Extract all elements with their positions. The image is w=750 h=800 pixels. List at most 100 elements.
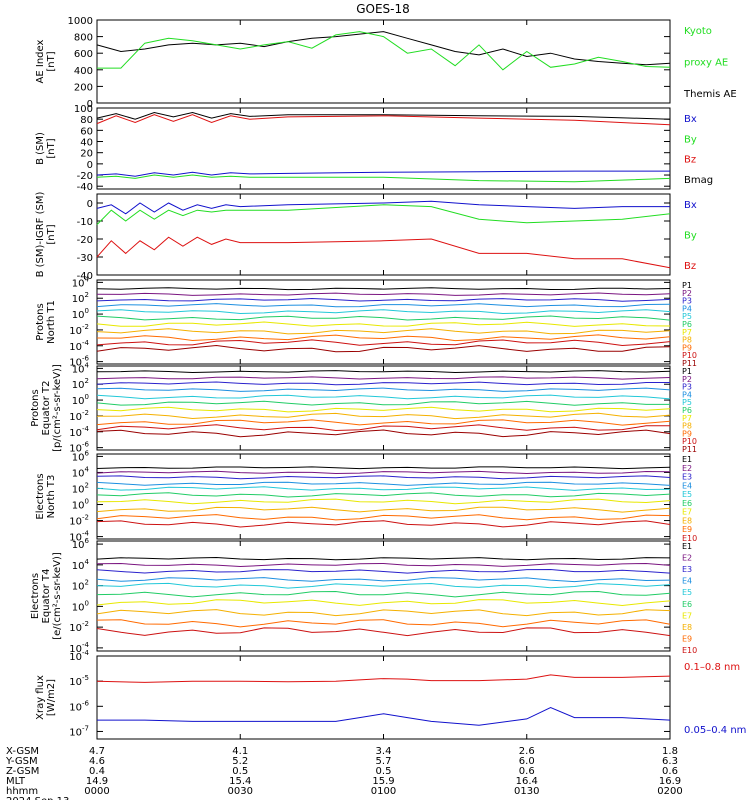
legend-item: P10: [682, 351, 697, 360]
y-tick-label: 10-4: [69, 425, 89, 439]
legend-item: E9: [682, 525, 692, 534]
series-line: [96, 114, 671, 126]
legend: 0.1–0.8 nm 0.05–0.4 nm: [684, 662, 746, 736]
legend-item: P11: [682, 445, 697, 454]
legend-item: Bx: [684, 200, 697, 211]
y-axis-label-line: [nT]: [46, 224, 57, 244]
legend-item: E5: [682, 588, 692, 597]
series-line: [96, 609, 671, 617]
series-line: [96, 339, 671, 347]
legend: Bx By Bz Bmag: [684, 114, 713, 186]
y-axis-label-line: North T3: [46, 475, 57, 519]
y-axis-label-line: [nT]: [46, 138, 57, 158]
series-line: [96, 419, 671, 426]
series-line: [96, 394, 671, 400]
legend-item: By: [684, 231, 697, 242]
y-tick-label: 600: [74, 49, 93, 60]
footer-value: 0.6: [519, 766, 535, 777]
y-tick-label: -10: [77, 217, 93, 228]
series-line: [96, 562, 671, 568]
panel-4: 104 102 100 10-2 10-4 10-6 Protons North T1 P1P2…: [35, 275, 697, 368]
y-tick-label: 10-2: [69, 323, 89, 337]
legend: Kyoto proxy AE Themis AE: [683, 26, 737, 100]
footer-row-label: hhmm: [6, 786, 38, 797]
y-tick-label: -30: [77, 253, 93, 264]
legend-item: 0.05–0.4 nm: [684, 725, 746, 736]
panel-frame: [96, 453, 671, 540]
y-axis-label: Protons Equator T2 [p/(cm²-s-sr-keV)]: [30, 364, 63, 452]
panel-frame: [96, 655, 671, 740]
legend-item: P2: [682, 289, 692, 298]
y-tick-label: 10-4: [69, 530, 89, 544]
legend-item: P4: [682, 390, 692, 399]
series-line: [96, 328, 671, 335]
legend-item: E4: [682, 481, 692, 490]
y-tick-label: 102: [72, 579, 89, 593]
footer-value: 0130: [514, 786, 539, 797]
footer-value: 5.7: [376, 756, 392, 767]
y-tick-label: 400: [74, 66, 93, 77]
legend-item: 0.1–0.8 nm: [684, 662, 740, 673]
legend-item: E9: [682, 634, 692, 643]
y-tick-label: 10-5: [69, 674, 89, 688]
legend-item: By: [684, 134, 697, 145]
series-line: [96, 556, 671, 561]
y-axis-label: Protons North T1: [35, 300, 57, 344]
legend-item: P5: [682, 312, 692, 321]
footer-value: 16.4: [516, 776, 538, 787]
series-line: [96, 486, 671, 491]
footer-value: 15.9: [372, 776, 394, 787]
legend-item: P8: [682, 422, 692, 431]
y-tick-label: 10-7: [69, 724, 89, 738]
footer-value: 14.9: [86, 776, 108, 787]
y-tick-label: 10-4: [69, 641, 89, 655]
y-axis-label-line: [W/m2]: [46, 679, 57, 716]
series-line: [96, 466, 671, 470]
legend-item: Bz: [684, 155, 696, 166]
series-line: [96, 204, 671, 225]
footer-value: 3.4: [376, 746, 392, 757]
y-tick-label: -20: [77, 235, 93, 246]
legend-item: E2: [682, 554, 692, 563]
y-tick-label: -40: [77, 182, 93, 193]
y-axis-label-line: Protons: [35, 303, 46, 340]
legend-item: E4: [682, 577, 692, 586]
series-line: [96, 674, 671, 683]
series-line: [96, 381, 670, 386]
series-line: [96, 309, 671, 315]
legend-item: P6: [682, 320, 692, 329]
legend-item: E1: [682, 455, 692, 464]
y-axis-label-line: Electrons: [35, 473, 46, 519]
y-axis-label-line: Protons: [30, 389, 41, 426]
y-tick-label: 104: [72, 361, 90, 375]
series-line: [96, 370, 671, 374]
legend-item: P5: [682, 398, 692, 407]
y-tick-label: 40: [80, 138, 93, 149]
y-axis-label: Electrons North T3: [35, 473, 57, 519]
series-line: [96, 297, 671, 302]
y-tick-label: 200: [74, 82, 93, 93]
footer-value: 0.5: [376, 766, 392, 777]
legend-item: Bz: [684, 261, 696, 272]
series-line: [97, 31, 671, 71]
series-line: [96, 334, 671, 342]
y-axis-label-line: AE Index: [35, 39, 46, 83]
series-line: [96, 321, 671, 327]
series-line: [96, 599, 671, 607]
legend-item: E6: [682, 499, 692, 508]
y-tick-label: 0: [87, 99, 93, 110]
legend-item: E2: [682, 464, 692, 473]
y-tick-label: 100: [72, 393, 89, 407]
series-line: [96, 406, 671, 413]
footer-value: 0000: [84, 786, 109, 797]
legend: E1 E2 E3 E4 E5 E6 E7 E8 E9 E10: [682, 542, 697, 655]
y-axis-label-line: [e/(cm²-s-sr-keV)]: [52, 552, 63, 640]
legend-item: P3: [682, 297, 692, 306]
y-axis-label-line: Equator T4: [41, 569, 52, 624]
series-line: [96, 577, 671, 583]
series-line: [96, 627, 671, 637]
y-axis-label: B (SM)-IGRF (SM) [nT]: [35, 192, 57, 278]
panel-frame: [96, 193, 671, 276]
series-line: [96, 200, 670, 215]
series-line: [96, 344, 671, 353]
